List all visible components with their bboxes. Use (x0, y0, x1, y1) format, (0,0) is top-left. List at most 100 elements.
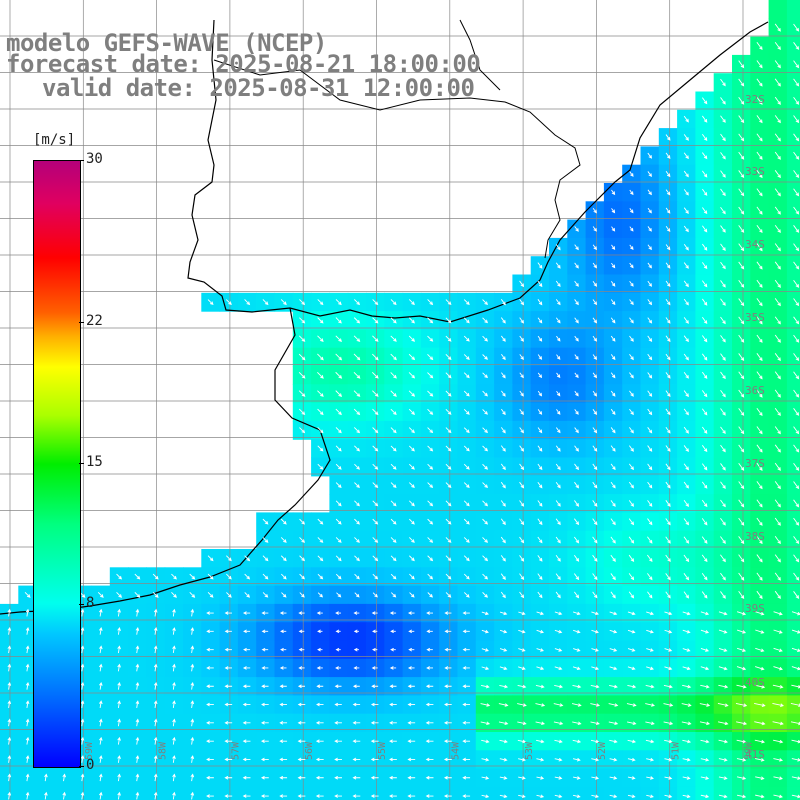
wind-arrow (298, 666, 305, 670)
wind-arrow (774, 499, 781, 508)
wind-arrow (554, 611, 563, 616)
wind-cell (786, 530, 800, 550)
wind-arrow (226, 555, 232, 562)
wind-arrow (98, 755, 103, 763)
wind-arrow (555, 244, 561, 251)
wind-arrow (773, 794, 783, 799)
wind-arrow (299, 555, 306, 562)
wind-cell (786, 439, 800, 459)
wind-arrow (408, 647, 415, 652)
wind-arrow (738, 572, 745, 581)
wind-arrow (279, 775, 288, 780)
wind-arrow (335, 371, 343, 379)
wind-arrow (372, 427, 379, 434)
wind-arrow (537, 573, 543, 581)
wind-arrow (315, 794, 324, 798)
colorbar-tick-label: 30 (86, 151, 103, 167)
wind-arrow (206, 666, 214, 670)
wind-arrow (629, 281, 634, 287)
wind-arrow (701, 316, 708, 325)
wind-arrow (702, 262, 708, 270)
wind-arrow (280, 647, 287, 652)
wind-arrow (701, 518, 708, 526)
wind-arrow (44, 791, 48, 800)
wind-arrow (592, 518, 598, 526)
wind-arrow (665, 445, 671, 452)
wind-arrow (25, 791, 30, 800)
wind-arrow (519, 354, 524, 361)
wind-arrow (372, 353, 379, 361)
wind-arrow (279, 739, 288, 743)
wind-arrow (135, 681, 140, 690)
wind-cell (786, 347, 800, 367)
wind-arrow (610, 408, 616, 416)
wind-arrow (701, 115, 708, 123)
wind-arrow (445, 354, 452, 361)
wind-arrow (352, 721, 361, 725)
wind-arrow (482, 518, 489, 525)
wind-arrow (756, 60, 763, 69)
wind-arrow (793, 591, 800, 599)
wind-arrow (738, 279, 745, 288)
wind-arrow (425, 721, 434, 725)
wind-cell (695, 786, 715, 800)
wind-arrow (427, 427, 434, 434)
wind-arrow (756, 261, 763, 270)
wind-arrow (499, 684, 509, 689)
wind-arrow (390, 573, 397, 580)
wind-arrow (463, 335, 470, 342)
wind-arrow (591, 776, 600, 780)
wind-arrow (665, 554, 671, 563)
wind-arrow (537, 317, 543, 324)
wind-cell (786, 457, 800, 477)
wind-arrow (628, 518, 635, 526)
wind-arrow (754, 721, 766, 726)
wind-arrow (720, 225, 726, 233)
wind-arrow (297, 684, 306, 689)
wind-arrow (627, 648, 636, 652)
wind-arrow (793, 444, 800, 453)
wind-arrow (98, 663, 103, 672)
wind-arrow (261, 702, 269, 707)
wind-arrow (574, 317, 579, 324)
wind-arrow (555, 445, 561, 452)
wind-arrow (427, 353, 434, 361)
wind-arrow (408, 445, 415, 452)
wind-arrow (647, 427, 653, 434)
wind-arrow (242, 739, 251, 743)
wind-arrow (482, 592, 488, 598)
wind-arrow (738, 115, 745, 124)
wind-cell (201, 786, 221, 800)
wind-arrow (352, 739, 361, 743)
wind-arrow (7, 755, 12, 763)
wind-arrow (754, 739, 765, 744)
wind-arrow (299, 592, 305, 598)
wind-arrow (153, 773, 158, 782)
wind-arrow (117, 791, 121, 800)
wind-arrow (736, 629, 747, 634)
wind-arrow (425, 757, 434, 762)
wind-arrow (647, 536, 653, 544)
wind-arrow (498, 721, 509, 726)
wind-arrow (299, 518, 306, 525)
wind-arrow (279, 757, 288, 762)
wind-arrow (665, 298, 671, 306)
wind-arrow (153, 681, 158, 690)
wind-arrow (592, 317, 598, 324)
wind-cell (237, 786, 257, 800)
wind-arrow (555, 427, 561, 434)
wind-arrow (317, 427, 324, 434)
wind-arrow (25, 681, 30, 690)
wind-arrow (590, 721, 600, 726)
wind-arrow (647, 335, 653, 342)
coastline (0, 19, 769, 615)
longitude-label: 52W (597, 741, 608, 760)
wind-arrow (555, 299, 561, 306)
wind-arrow (756, 499, 763, 508)
wind-cell (603, 786, 623, 800)
wind-arrow (482, 317, 489, 324)
wind-arrow (207, 573, 214, 580)
wind-arrow (556, 372, 561, 379)
wind-arrow (501, 390, 506, 397)
wind-arrow (261, 684, 269, 689)
